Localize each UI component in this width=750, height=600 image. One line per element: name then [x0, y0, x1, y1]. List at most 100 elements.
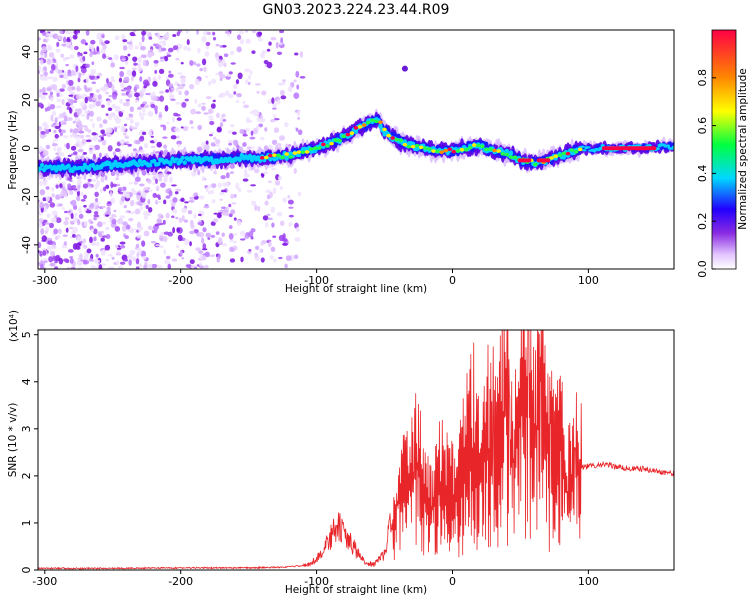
- spectrogram-noise-cell: [128, 181, 133, 185]
- spectrogram-core-cell: [488, 147, 493, 151]
- spectrogram-noise-cell: [67, 183, 72, 189]
- spectrogram-noise-cell: [40, 58, 44, 65]
- spectrogram-noise-cell: [123, 258, 129, 262]
- spectrogram-core-cell: [296, 150, 302, 154]
- spectrogram-noise-cell: [120, 81, 125, 89]
- spectrogram-noise-cell: [72, 216, 79, 223]
- spectrogram-core-cell: [317, 146, 322, 150]
- spectrogram-noise-cell: [194, 78, 200, 86]
- spectrogram-noise-cell: [190, 108, 196, 115]
- spectrogram-noise-cell: [249, 111, 255, 115]
- spectrogram-noise-cell: [248, 75, 251, 80]
- spectrogram-core-cell: [259, 156, 265, 160]
- spectrogram-noise-cell: [153, 59, 159, 64]
- spectrogram-noise-cell: [125, 211, 130, 214]
- spectrogram-noise-cell: [111, 256, 115, 260]
- spectrogram-noise-cell: [108, 57, 113, 60]
- spectrogram-noise-cell: [285, 255, 292, 261]
- spectrogram-noise-cell: [214, 143, 221, 148]
- spectrogram-noise-cell: [58, 203, 63, 207]
- figure-title: GN03.2023.224.23.44.R09: [263, 2, 450, 18]
- spectrogram-noise-cell: [152, 175, 157, 181]
- spectrogram-noise-cell: [251, 200, 257, 206]
- spectrogram-noise-cell: [40, 130, 46, 135]
- spectrogram-noise-cell: [230, 62, 236, 65]
- spectrogram-noise-cell: [226, 180, 230, 187]
- spectrogram-core-cell: [337, 138, 342, 143]
- spectrogram-noise-cell: [46, 46, 53, 51]
- spectrogram-noise-cell: [135, 243, 140, 249]
- spectrogram-ridge-cell: [156, 161, 161, 167]
- spectrogram-noise-cell: [250, 236, 254, 240]
- spectrogram-noise-cell: [72, 151, 78, 156]
- spectrogram-noise-cell: [163, 249, 167, 255]
- spectrogram-core-cell: [386, 133, 391, 138]
- spectrogram-noise-cell: [258, 37, 263, 42]
- spectrogram-noise-cell: [62, 57, 67, 62]
- spectrogram-noise-cell: [172, 197, 178, 203]
- spectrogram-noise-cell: [246, 190, 253, 193]
- spectrogram-noise-cell: [277, 42, 283, 46]
- spectrogram-noise-cell: [208, 190, 212, 195]
- spectrogram-noise-cell: [59, 30, 64, 35]
- spectrogram-noise-cell: [229, 171, 235, 174]
- spectrogram-noise-cell: [189, 241, 192, 247]
- spectrogram-noise-cell: [69, 54, 75, 59]
- spectrogram-noise-cell: [264, 127, 268, 132]
- spectrogram-noise-cell: [282, 197, 287, 203]
- snr-ytick-label: 1: [20, 519, 33, 526]
- spectrogram-noise-cell: [175, 58, 180, 61]
- spectrogram-noise-cell: [153, 95, 158, 102]
- spectrogram-core-cell: [504, 152, 510, 157]
- spectrogram-noise-cell: [98, 139, 102, 143]
- spectrogram-noise-cell: [48, 256, 54, 263]
- spectrogram-noise-cell: [217, 95, 223, 98]
- spectrogram-noise-cell: [98, 152, 102, 158]
- spectrogram-noise-cell: [146, 173, 151, 176]
- spectrogram-noise-cell: [204, 251, 210, 258]
- spectrogram-noise-cell: [145, 204, 149, 210]
- spectrogram-noise-cell: [297, 117, 301, 120]
- spectrogram-noise-cell: [75, 65, 79, 72]
- spectrogram-noise-cell: [105, 214, 110, 217]
- spectrogram-noise-cell: [297, 191, 302, 197]
- spectrogram-noise-cell: [294, 52, 299, 56]
- spectrogram-noise-cell: [87, 129, 92, 133]
- spectrogram-noise-cell: [156, 141, 163, 148]
- spectrogram-noise-cell: [231, 202, 237, 205]
- spectrogram-noise-cell: [160, 215, 164, 219]
- spectrogram-noise-cell: [89, 51, 93, 58]
- spectrogram-noise-cell: [165, 212, 170, 219]
- spectrogram-noise-cell: [293, 79, 297, 83]
- spectrogram-ridge-cell: [504, 148, 510, 154]
- snr-series-line: [38, 330, 674, 570]
- spectrogram-noise-cell: [133, 62, 139, 66]
- spectrogram-noise-cell: [137, 248, 142, 255]
- spectrogram-noise-cell: [263, 60, 269, 65]
- spectrogram-noise-cell: [272, 187, 277, 194]
- spectrogram-noise-cell: [96, 46, 100, 52]
- colorbar-label: Normalized spectral amplitude: [737, 68, 749, 229]
- spectrogram-noise-cell: [65, 227, 69, 233]
- spectrogram-noise-cell: [39, 146, 44, 152]
- spectrogram-noise-cell: [274, 180, 281, 186]
- spectrogram-ridge-cell: [288, 151, 293, 156]
- spectrogram-noise-cell: [232, 233, 238, 236]
- spectrogram-noise-cell: [75, 176, 82, 179]
- spectrogram-noise-cell: [114, 127, 118, 133]
- spectrogram-noise-cell: [84, 87, 91, 93]
- spectrogram-noise-cell: [141, 240, 146, 247]
- spectrogram-noise-cell: [165, 33, 170, 38]
- spectrogram-noise-cell: [78, 130, 85, 134]
- spectrogram-noise-cell: [81, 138, 87, 145]
- spectrogram-noise-cell: [251, 50, 256, 54]
- spectrogram-noise-cell: [69, 189, 74, 196]
- spectrogram-noise-cell: [53, 139, 58, 142]
- spectrogram-noise-cell: [170, 95, 174, 99]
- spectrogram-noise-cell: [126, 41, 132, 45]
- spectrogram-noise-cell: [105, 234, 111, 240]
- spectrogram-noise-cell: [73, 30, 78, 35]
- spectrogram-noise-cell: [141, 169, 147, 176]
- spectrogram-noise-cell: [175, 244, 180, 249]
- spectrogram-core-cell: [312, 146, 318, 151]
